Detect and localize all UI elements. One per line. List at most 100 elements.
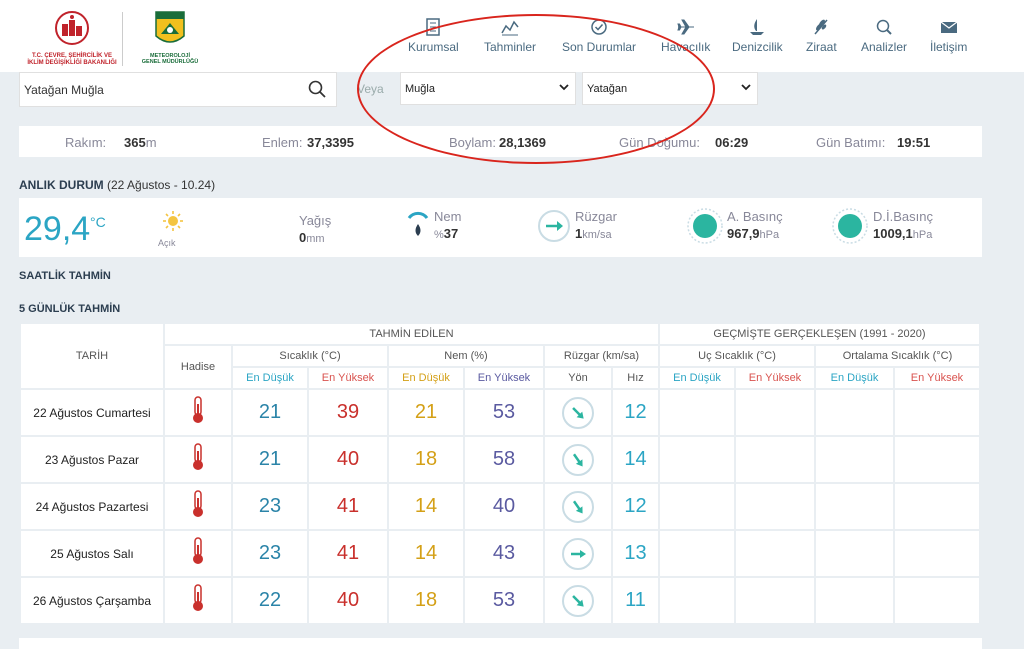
row-wind-speed: 14: [613, 437, 658, 482]
nav-iletisim[interactable]: İletişim: [930, 18, 967, 54]
thermometer-icon: [165, 437, 231, 482]
wind-speed-header: Hız: [613, 368, 658, 388]
row-date: 25 Ağustos Salı: [21, 531, 163, 576]
row-temp-min: 21: [233, 390, 307, 435]
nav-kurumsal[interactable]: Kurumsal: [408, 18, 459, 54]
row-avg-max: [895, 390, 979, 435]
row-wind-speed: 12: [613, 484, 658, 529]
pressure-number: 967,9: [727, 226, 760, 241]
current-section-title: ANLIK DURUM (22 Ağustos - 10.24): [19, 178, 215, 192]
humidity-prefix: %: [434, 229, 444, 241]
location-search-input[interactable]: Yatağan Muğla: [19, 72, 337, 107]
row-wind-speed: 13: [613, 531, 658, 576]
nav-tahminler[interactable]: Tahminler: [484, 18, 536, 54]
forecast-row: 23 Ağustos Pazar 21 40 18 58 14: [21, 437, 979, 482]
altitude-label: Rakım:: [65, 135, 107, 150]
wheat-icon: [806, 18, 837, 40]
longitude-value: 28,1369: [499, 135, 546, 150]
district-select[interactable]: Yatağan: [582, 72, 758, 105]
rain-unit: mm: [306, 233, 325, 245]
row-temp-min: 23: [233, 531, 307, 576]
sea-pressure-gauge-icon: [831, 207, 869, 250]
row-hum-max: 53: [465, 390, 543, 435]
forecast-header: TAHMİN EDİLEN: [165, 324, 658, 344]
row-temp-min: 23: [233, 484, 307, 529]
row-avg-max: [895, 437, 979, 482]
rain-label: Yağış: [299, 213, 332, 228]
nav-label: Denizcilik: [732, 40, 783, 54]
wind-arrow-icon: [562, 584, 594, 617]
logo-divider: [122, 12, 123, 66]
wind-arrow-icon: [562, 396, 594, 429]
nav-analizler[interactable]: Analizler: [861, 18, 907, 54]
wind-unit: km/sa: [582, 229, 612, 241]
row-avg-min: [816, 578, 893, 623]
nav-son-durumlar[interactable]: Son Durumlar: [562, 18, 636, 54]
rain-value: 0mm: [299, 230, 325, 245]
forecast-row: 26 Ağustos Çarşamba 22 40 18 53 11: [21, 578, 979, 623]
row-date: 24 Ağustos Pazartesi: [21, 484, 163, 529]
row-extreme-max: [736, 578, 814, 623]
daily-forecast-title: 5 GÜNLÜK TAHMİN: [19, 303, 121, 315]
row-wind-dir: [545, 578, 611, 623]
date-header: TARİH: [21, 324, 163, 388]
wind-arrow-icon: [562, 490, 594, 523]
temperature-unit: °C: [90, 214, 106, 230]
sea-pressure-unit: hPa: [912, 229, 933, 241]
ministry-name: T.C. ÇEVRE, ŞEHİRCİLİK VE İKLİM DEĞİŞİKL…: [26, 53, 118, 67]
nav-label: Son Durumlar: [562, 40, 637, 54]
forecast-row: 24 Ağustos Pazartesi 23 41 14 40 12: [21, 484, 979, 529]
row-hum-max: 58: [465, 437, 543, 482]
wind-header: Rüzgar (km/sa): [545, 346, 658, 366]
mgm-logo[interactable]: METEOROLOJİ GENEL MÜDÜRLÜĞÜ: [130, 10, 210, 68]
building-icon: [408, 18, 459, 40]
ministry-name-line1: T.C. ÇEVRE, ŞEHİRCİLİK VE: [31, 53, 112, 59]
row-avg-min: [816, 484, 893, 529]
province-value: Muğla: [405, 83, 435, 95]
nav-denizcilik[interactable]: Denizcilik: [732, 18, 783, 54]
district-value: Yatağan: [587, 83, 628, 95]
mgm-emblem-icon: [155, 11, 185, 43]
row-wind-speed: 11: [613, 578, 658, 623]
temp-header: Sıcaklık (°C): [233, 346, 387, 366]
thermometer-icon: [165, 578, 231, 623]
hourly-forecast-title[interactable]: SAATLİK TAHMİN: [19, 270, 111, 282]
avg-min-header: En Düşük: [816, 368, 893, 388]
mgm-name-line1: METEOROLOJİ: [149, 53, 191, 59]
humidity-gauge-icon: [405, 206, 431, 255]
weather-condition: Açık: [158, 238, 176, 248]
row-temp-min: 22: [233, 578, 307, 623]
extreme-max-header: En Yüksek: [736, 368, 814, 388]
extreme-min-header: En Düşük: [660, 368, 734, 388]
current-conditions-panel: 29,4 °C Açık Yağış 0mm Nem %37 Rüzgar 1k…: [19, 198, 982, 257]
row-hum-max: 43: [465, 531, 543, 576]
pressure-unit: hPa: [759, 229, 780, 241]
forecast-row: 22 Ağustos Cumartesi 21 39 21 53 12: [21, 390, 979, 435]
sunset-label: Gün Batımı:: [816, 135, 886, 150]
altitude-value: 365m: [124, 135, 157, 150]
thermometer-icon: [165, 390, 231, 435]
humidity-header: Nem (%): [389, 346, 543, 366]
mgm-name: METEOROLOJİ GENEL MÜDÜRLÜĞÜ: [130, 53, 210, 65]
ministry-emblem-icon: [55, 11, 89, 45]
row-extreme-min: [660, 437, 734, 482]
humidity-label: Nem: [434, 209, 462, 224]
wind-direction-icon: [537, 209, 571, 248]
row-avg-max: [895, 578, 979, 623]
nav-ziraat[interactable]: Ziraat: [806, 18, 837, 54]
chevron-down-icon: [741, 82, 751, 94]
wind-number: 1: [575, 226, 583, 241]
province-select[interactable]: Muğla: [400, 72, 576, 105]
plane-icon: [661, 18, 710, 40]
thermometer-icon: [165, 484, 231, 529]
row-wind-dir: [545, 390, 611, 435]
search-icon[interactable]: [308, 80, 326, 103]
rain-number: 0: [299, 230, 307, 245]
temp-max-header: En Yüksek: [309, 368, 387, 388]
row-hum-min: 18: [389, 578, 463, 623]
row-temp-max: 40: [309, 437, 387, 482]
ministry-logo[interactable]: T.C. ÇEVRE, ŞEHİRCİLİK VE İKLİM DEĞİŞİKL…: [26, 10, 118, 68]
nav-havacilik[interactable]: Havacılık: [661, 18, 710, 54]
row-avg-max: [895, 484, 979, 529]
row-wind-dir: [545, 531, 611, 576]
